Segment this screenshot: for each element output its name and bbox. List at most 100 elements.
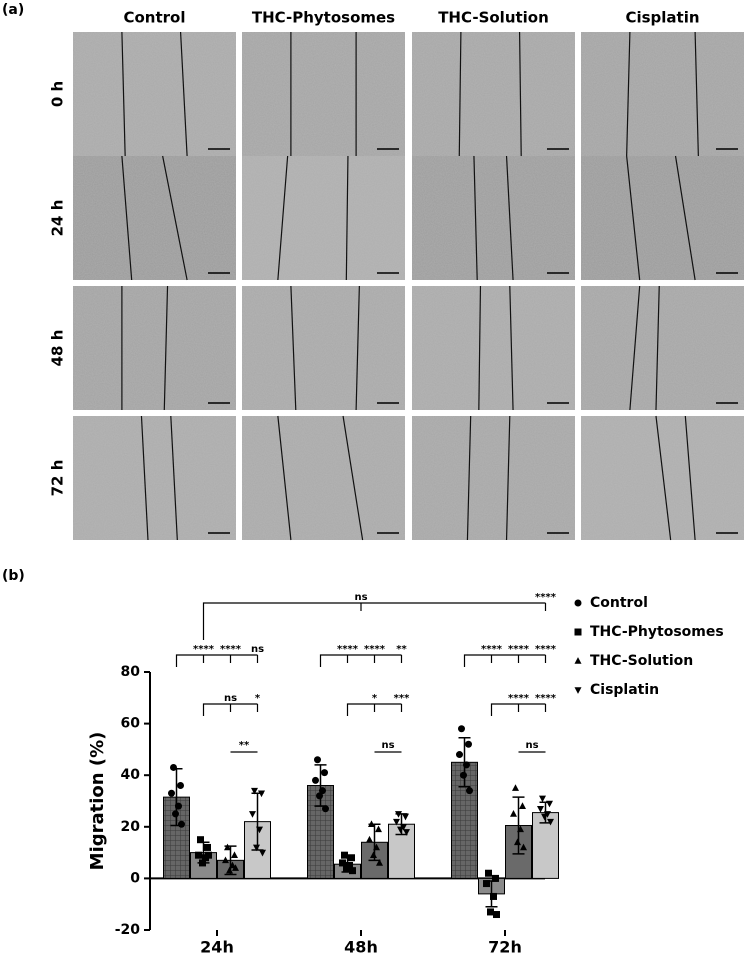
data-point — [375, 825, 382, 833]
micrograph-texture — [73, 416, 236, 540]
wound-edge — [466, 415, 472, 541]
data-point — [541, 813, 548, 821]
micrograph-texture — [73, 156, 236, 280]
x-tick-label: 72h — [488, 938, 522, 957]
significance-label: **** — [481, 644, 503, 655]
data-point — [546, 800, 553, 808]
wound-edge — [121, 31, 126, 157]
data-point — [258, 790, 265, 798]
micrograph-texture — [581, 156, 744, 280]
data-point — [368, 820, 375, 828]
micrograph-texture — [73, 286, 236, 410]
wound-edge — [626, 31, 631, 157]
data-point — [514, 838, 521, 846]
y-tick-label: 20 — [121, 819, 141, 835]
significance-bracket — [175, 654, 259, 667]
y-axis-title: Migration (%) — [87, 732, 108, 871]
wound-edge — [505, 415, 511, 541]
micrograph-texture — [242, 286, 405, 410]
micrograph-texture — [412, 286, 575, 410]
data-point — [199, 859, 206, 867]
data-point — [314, 756, 321, 764]
wound-edge — [473, 155, 478, 281]
data-point — [249, 811, 256, 818]
significance-label: ns — [381, 740, 394, 751]
data-point — [456, 751, 463, 759]
data-point — [547, 818, 554, 826]
significance-bracket — [319, 654, 403, 667]
legend-marker — [574, 628, 582, 636]
micrograph-texture — [73, 32, 236, 156]
significance-label: * — [255, 693, 261, 704]
data-point — [485, 869, 492, 877]
significance-label: **** — [220, 644, 242, 655]
significance-label: *** — [394, 693, 410, 704]
significance-label: **** — [535, 592, 557, 603]
significance-label: **** — [535, 644, 557, 655]
legend-marker — [574, 599, 582, 607]
significance-label: **** — [508, 644, 530, 655]
data-point — [341, 851, 348, 859]
data-point — [253, 844, 260, 852]
data-point — [463, 761, 470, 769]
data-point — [259, 849, 266, 857]
data-point — [172, 810, 179, 818]
wound-edge — [277, 155, 289, 281]
micrograph-texture — [242, 416, 405, 540]
significance-label: **** — [337, 644, 359, 655]
y-tick-label: 0 — [130, 870, 140, 886]
significance-bracket — [346, 703, 403, 716]
row-label: 24 h — [49, 200, 67, 237]
data-point — [175, 802, 182, 810]
significance-label: ns — [251, 644, 264, 655]
micrograph-texture — [581, 286, 744, 410]
data-point — [519, 802, 526, 809]
data-point — [458, 725, 465, 733]
data-point — [256, 826, 263, 834]
data-point — [251, 787, 258, 795]
column-label: THC-Phytosomes — [252, 9, 395, 27]
data-point — [483, 880, 490, 888]
significance-label: ** — [396, 644, 407, 655]
data-point — [205, 851, 212, 859]
micrograph-texture — [412, 32, 575, 156]
data-point — [402, 813, 409, 821]
data-point — [343, 864, 350, 872]
wound-edge — [626, 155, 641, 281]
data-point — [539, 795, 546, 803]
column-label: Cisplatin — [625, 9, 699, 27]
column-label: THC-Solution — [438, 9, 549, 27]
data-point — [376, 859, 383, 866]
data-point — [397, 826, 404, 834]
data-point — [177, 782, 184, 790]
data-point — [373, 843, 380, 851]
micrograph-texture — [242, 156, 405, 280]
significance-bracket — [202, 602, 547, 640]
data-point — [492, 874, 499, 882]
data-point — [510, 810, 517, 817]
data-point — [366, 835, 373, 843]
significance-label: * — [372, 693, 378, 704]
data-point — [322, 805, 329, 813]
significance-label: ns — [525, 740, 538, 751]
data-point — [393, 818, 400, 826]
wound-edge — [355, 285, 360, 411]
data-point — [537, 805, 544, 813]
significance-label: **** — [508, 693, 530, 704]
wound-edge — [509, 285, 514, 411]
micrograph-grid: Control THC-Phytosomes THC-Solution Cisplat… — [49, 9, 744, 541]
data-point — [204, 843, 211, 851]
data-point — [316, 792, 323, 800]
wound-edge — [629, 285, 641, 411]
wound-edge — [505, 155, 514, 281]
data-point — [487, 908, 494, 916]
data-point — [170, 763, 177, 771]
significance-bracket — [202, 703, 259, 716]
wound-edge — [694, 31, 699, 157]
legend-label: THC-Phytosomes — [590, 624, 724, 640]
data-point — [197, 836, 204, 844]
data-point — [319, 787, 326, 795]
wound-edge — [342, 415, 364, 541]
micrograph-texture — [242, 32, 405, 156]
data-point — [232, 864, 239, 871]
